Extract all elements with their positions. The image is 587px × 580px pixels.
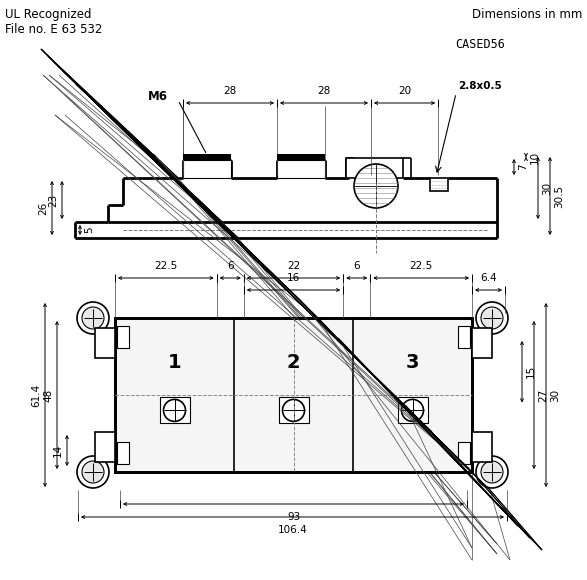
Text: 22.5: 22.5 [410,261,433,271]
Bar [430,178,448,191]
Text: 28: 28 [318,86,330,96]
Bar [472,432,492,462]
Text: 10: 10 [530,150,540,164]
Text: M6: M6 [148,90,168,103]
Text: 6: 6 [227,261,234,271]
Text: 30: 30 [550,389,560,401]
Bar [115,318,472,472]
Circle shape [481,307,503,329]
Text: 22.5: 22.5 [154,261,177,271]
Text: UL Recognized
File no. E 63 532: UL Recognized File no. E 63 532 [5,8,102,36]
Bar [95,432,115,462]
Text: 30.5: 30.5 [554,184,564,208]
Text: 16: 16 [287,273,300,283]
Text: 1: 1 [168,353,181,372]
Bar [183,160,231,178]
Text: 28: 28 [224,86,237,96]
Bar [397,397,427,423]
Bar [117,442,129,464]
Circle shape [82,307,104,329]
Circle shape [402,400,423,422]
Text: 14: 14 [53,444,63,457]
Text: 2: 2 [286,353,301,372]
Bar [183,154,231,160]
Text: 61.4: 61.4 [31,383,41,407]
Bar [346,158,403,178]
Text: 30: 30 [542,182,552,194]
Text: CASED56: CASED56 [455,38,505,51]
Bar [95,328,115,358]
Text: 27: 27 [538,389,548,401]
Text: Dimensions in mm: Dimensions in mm [471,8,582,21]
Text: 6: 6 [353,261,360,271]
Text: 6.4: 6.4 [480,273,497,283]
Bar [458,326,470,348]
Circle shape [481,461,503,483]
Text: 48: 48 [43,389,53,401]
Circle shape [354,164,398,208]
Text: 93: 93 [287,512,300,522]
Bar [277,160,325,178]
Bar [277,154,325,160]
Bar [160,397,190,423]
Bar [472,328,492,358]
Bar [458,442,470,464]
Text: 26: 26 [38,201,48,215]
Circle shape [82,461,104,483]
Text: 23: 23 [48,193,58,206]
Text: 7: 7 [518,164,528,171]
Text: 5: 5 [84,227,94,233]
Text: 3: 3 [406,353,419,372]
Bar [278,397,309,423]
Text: 2.8x0.5: 2.8x0.5 [458,81,502,91]
Bar [115,318,472,472]
Bar [117,326,129,348]
Text: 20: 20 [398,86,411,96]
Text: 15: 15 [526,365,536,378]
Text: 22: 22 [287,261,300,271]
Circle shape [282,400,305,422]
Circle shape [164,400,185,422]
Text: 106.4: 106.4 [278,525,308,535]
